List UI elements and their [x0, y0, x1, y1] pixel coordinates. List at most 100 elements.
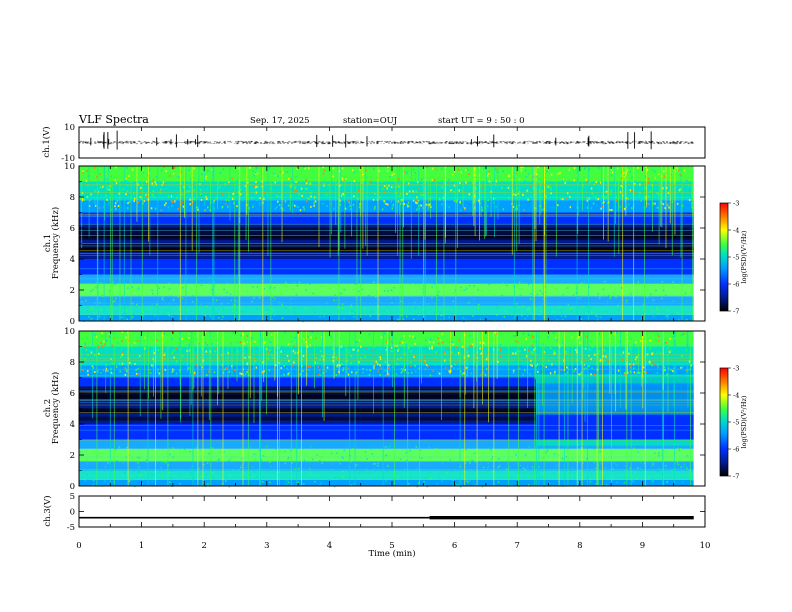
spectrogram-speckle [377, 462, 379, 465]
spectrogram-speckle [395, 298, 398, 301]
spectrogram-speckle [92, 174, 94, 177]
spectrogram-speckle [649, 190, 652, 193]
spectrogram-speckle [651, 464, 653, 467]
spectrogram-speckle [384, 349, 386, 352]
spectrogram-speckle [403, 181, 406, 184]
spectrogram-speckle [454, 361, 457, 364]
spectrogram-speckle [206, 206, 209, 209]
spectrogram-speckle [629, 170, 631, 173]
spectrogram-speckle [585, 335, 588, 338]
spectrogram-speckle [164, 357, 166, 360]
spectrogram-speckle [640, 177, 643, 180]
spectrogram-speckle [665, 451, 667, 454]
spectrogram-speckle [309, 468, 311, 470]
ch1-ytick-bottom: -10 [61, 154, 75, 164]
spectrogram-speckle [580, 371, 583, 374]
spectrogram-speckle [127, 202, 129, 205]
spectrogram-speckle [379, 447, 381, 450]
spectrogram-speckle [616, 331, 618, 334]
spectrogram-speckle [468, 460, 470, 462]
spectrogram-speckle [527, 349, 530, 352]
spectrogram-speckle [282, 361, 285, 364]
spectrogram-speckle [385, 340, 388, 343]
spectrogram-speckle [221, 364, 224, 367]
spectrogram-speckle [647, 181, 650, 184]
spectrogram-speckle [398, 346, 400, 349]
spectrogram-speckle [343, 288, 345, 291]
spectrogram-speckle [185, 451, 188, 453]
ch1-spectrogram-image [79, 166, 705, 323]
spectrogram-speckle [293, 345, 295, 348]
spectrogram-speckle [201, 173, 203, 176]
spectrogram-speckle [255, 181, 257, 184]
spectrogram-speckle [133, 313, 135, 315]
spectrogram-speckle [488, 283, 490, 286]
spectrogram-speckle [84, 478, 87, 481]
spectrogram-speckle [214, 284, 217, 287]
spectrogram-speckle [441, 333, 444, 336]
spectrogram-speckle [261, 371, 264, 374]
spectrogram-speckle [405, 451, 407, 454]
spectrogram-speckle [280, 361, 282, 364]
spectrogram-speckle [262, 455, 264, 457]
spectrogram-speckle [620, 177, 623, 180]
spectrogram-speckle [553, 453, 556, 455]
spectrogram-speckle [654, 306, 657, 309]
spectrogram-speckle [649, 354, 651, 357]
spectrogram-speckle [560, 315, 563, 317]
spectrogram-speckle [94, 333, 96, 336]
spectrogram-speckle [344, 207, 347, 210]
spectrogram-speckle [355, 341, 358, 344]
spectrogram-speckle [453, 458, 456, 460]
spectrogram-speckle [94, 469, 96, 472]
spectrogram-speckle [531, 364, 533, 367]
spectrogram-speckle [649, 347, 652, 350]
spectrogram-speckle [474, 461, 477, 464]
spectrogram-speckle [323, 315, 325, 318]
spectrogram-speckle [335, 299, 338, 302]
spectrogram-speckle [403, 203, 405, 206]
spectrogram-speckle [173, 369, 175, 372]
spectrogram-speckle [577, 197, 580, 200]
spectrogram-speckle [266, 471, 269, 473]
spectrogram-speckle [494, 294, 496, 296]
spectrogram-speckle [659, 185, 661, 188]
spectrogram-speckle [228, 195, 230, 198]
spectrogram-speckle [352, 203, 355, 206]
spectrogram-speckle [310, 336, 312, 339]
spectrogram-speckle [620, 358, 623, 361]
spectrogram-speckle [319, 459, 321, 462]
spectrogram-speckle [130, 193, 133, 196]
spectrogram-speckle [279, 195, 281, 198]
spectrogram-speckle [518, 287, 521, 290]
spectrogram-speckle [580, 333, 582, 336]
spectrogram-speckle [211, 168, 213, 171]
spectrogram-speckle [639, 189, 642, 192]
spectrogram-speckle [374, 295, 377, 297]
spectrogram-speckle [553, 472, 555, 474]
spectrogram-speckle [125, 177, 127, 180]
spectrogram-speckle [669, 351, 671, 354]
spectrogram-speckle [83, 346, 86, 349]
spectrogram-speckle [303, 166, 305, 169]
ch2-colorbar-ticks: -3-4-5-6-7 [728, 365, 739, 481]
spectrogram-speckle [257, 190, 260, 193]
time-tick-label: 3 [264, 541, 269, 551]
spectrogram-speckle [207, 370, 210, 373]
spectrogram-speckle [538, 189, 541, 192]
spectrogram-speckle [188, 331, 190, 334]
spectrogram-speckle [206, 171, 208, 174]
spectrogram-speckle [662, 289, 665, 292]
spectrogram-speckle [391, 346, 393, 349]
spectrogram-speckle [681, 204, 684, 207]
spectrogram-speckle [577, 481, 580, 484]
spectrogram-speckle [610, 174, 613, 177]
spectrogram-speckle [181, 287, 184, 289]
spectrogram-speckle [532, 187, 535, 190]
spectrogram-speckle [350, 354, 353, 357]
spectrogram-speckle [157, 349, 160, 352]
spectrogram-speckle [627, 203, 630, 206]
spectrogram-speckle [302, 206, 305, 209]
spectrogram-speckle [660, 469, 662, 471]
spectrogram-speckle [293, 448, 296, 450]
